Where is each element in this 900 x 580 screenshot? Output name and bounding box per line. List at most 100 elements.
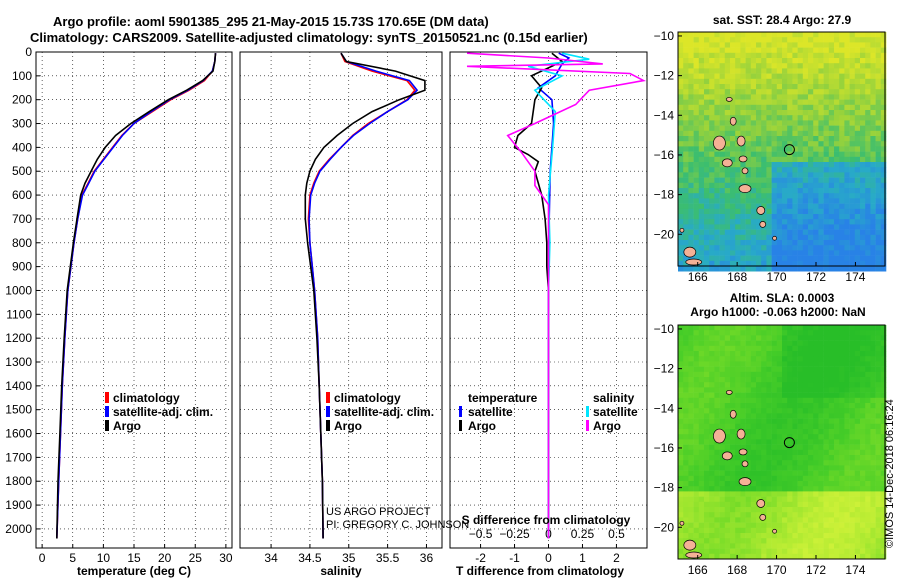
map-cell [880,403,887,409]
map-cell [678,496,684,503]
map-cell [709,361,715,367]
map-cell [787,172,793,178]
map-cell [839,340,845,347]
map-cell [730,371,736,378]
map-cell [802,52,809,59]
map-cell [854,486,861,492]
map-cell [688,172,694,178]
map-cell [761,47,767,54]
map-cell [735,491,741,497]
map-cell [865,162,871,168]
map-cell [839,460,845,466]
map-cell [714,470,720,477]
map-cell [870,52,876,59]
map-cell [870,32,876,38]
map-cell [771,266,778,272]
map-cell [865,491,871,497]
map-cell [766,522,772,529]
map-cell [875,99,882,106]
map-cell [818,99,824,106]
map-cell [740,52,746,59]
map-cell [724,110,731,116]
map-cell [844,449,850,456]
map-cell [766,94,772,100]
map-cell [828,371,835,378]
map-cell [745,110,752,116]
island-shape [741,460,749,468]
map-cell [865,58,871,64]
map-cell [797,156,804,163]
map-cell [854,377,861,383]
map-cell [787,188,793,194]
map-cell [678,89,684,95]
map-cell [880,250,887,256]
map-cell [870,58,876,64]
map-cell [828,151,835,158]
map-cell [860,434,866,440]
map-cell [750,527,757,534]
map-cell [766,42,772,48]
map-cell [678,377,684,383]
map-cell [776,78,783,85]
map-cell [730,522,736,529]
map-cell [750,475,757,482]
map-cell [787,104,793,111]
map-cell [839,104,845,111]
sal-legend-swatch-satellite [326,406,330,417]
map-cell [745,63,752,69]
map-cell [698,89,705,95]
map-cell [813,543,819,549]
map-cell [709,413,715,419]
map-cell [698,408,705,414]
map-cell [761,361,767,367]
map-cell [834,177,840,184]
map-cell [761,234,767,241]
map-cell [724,538,731,544]
map-cell [813,167,819,173]
map-cell [854,444,861,451]
map-cell [750,538,757,544]
map-cell [683,162,689,168]
map-cell [724,224,731,230]
map-cell [771,522,778,529]
map-cell [776,501,783,508]
map-cell [802,351,809,357]
map-cell [854,37,861,43]
map-cell [735,408,741,414]
map-cell [787,167,793,173]
map-cell [771,177,778,184]
map-cell [802,47,809,54]
map-cell [776,89,783,95]
map-cell [724,356,731,362]
map-cell [854,403,861,409]
map-cell [875,193,882,199]
map-cell [880,434,887,440]
map-cell [719,219,726,225]
map-cell [849,507,856,513]
map-cell [740,371,746,378]
map-cell [818,177,824,184]
map-cell [745,115,752,121]
map-cell [756,250,762,256]
map-cell [834,553,840,560]
map-cell [802,335,809,341]
map-cell [735,146,741,152]
map-cell [870,47,876,54]
map-cell [709,245,715,251]
map-cell [870,245,876,251]
map-cell [797,250,804,256]
map-cell [808,403,814,409]
map-cell [683,382,689,388]
map-cell [854,496,861,503]
map-cell [865,125,871,132]
map-cell [698,538,705,544]
map-cell [834,429,840,435]
map-cell [844,491,850,497]
map-cell [771,491,778,497]
map-cell [704,177,710,184]
map-cell [709,63,715,69]
map-cell [792,177,798,184]
map-cell [839,136,845,142]
map-cell [880,172,887,178]
map-cell [704,78,710,85]
